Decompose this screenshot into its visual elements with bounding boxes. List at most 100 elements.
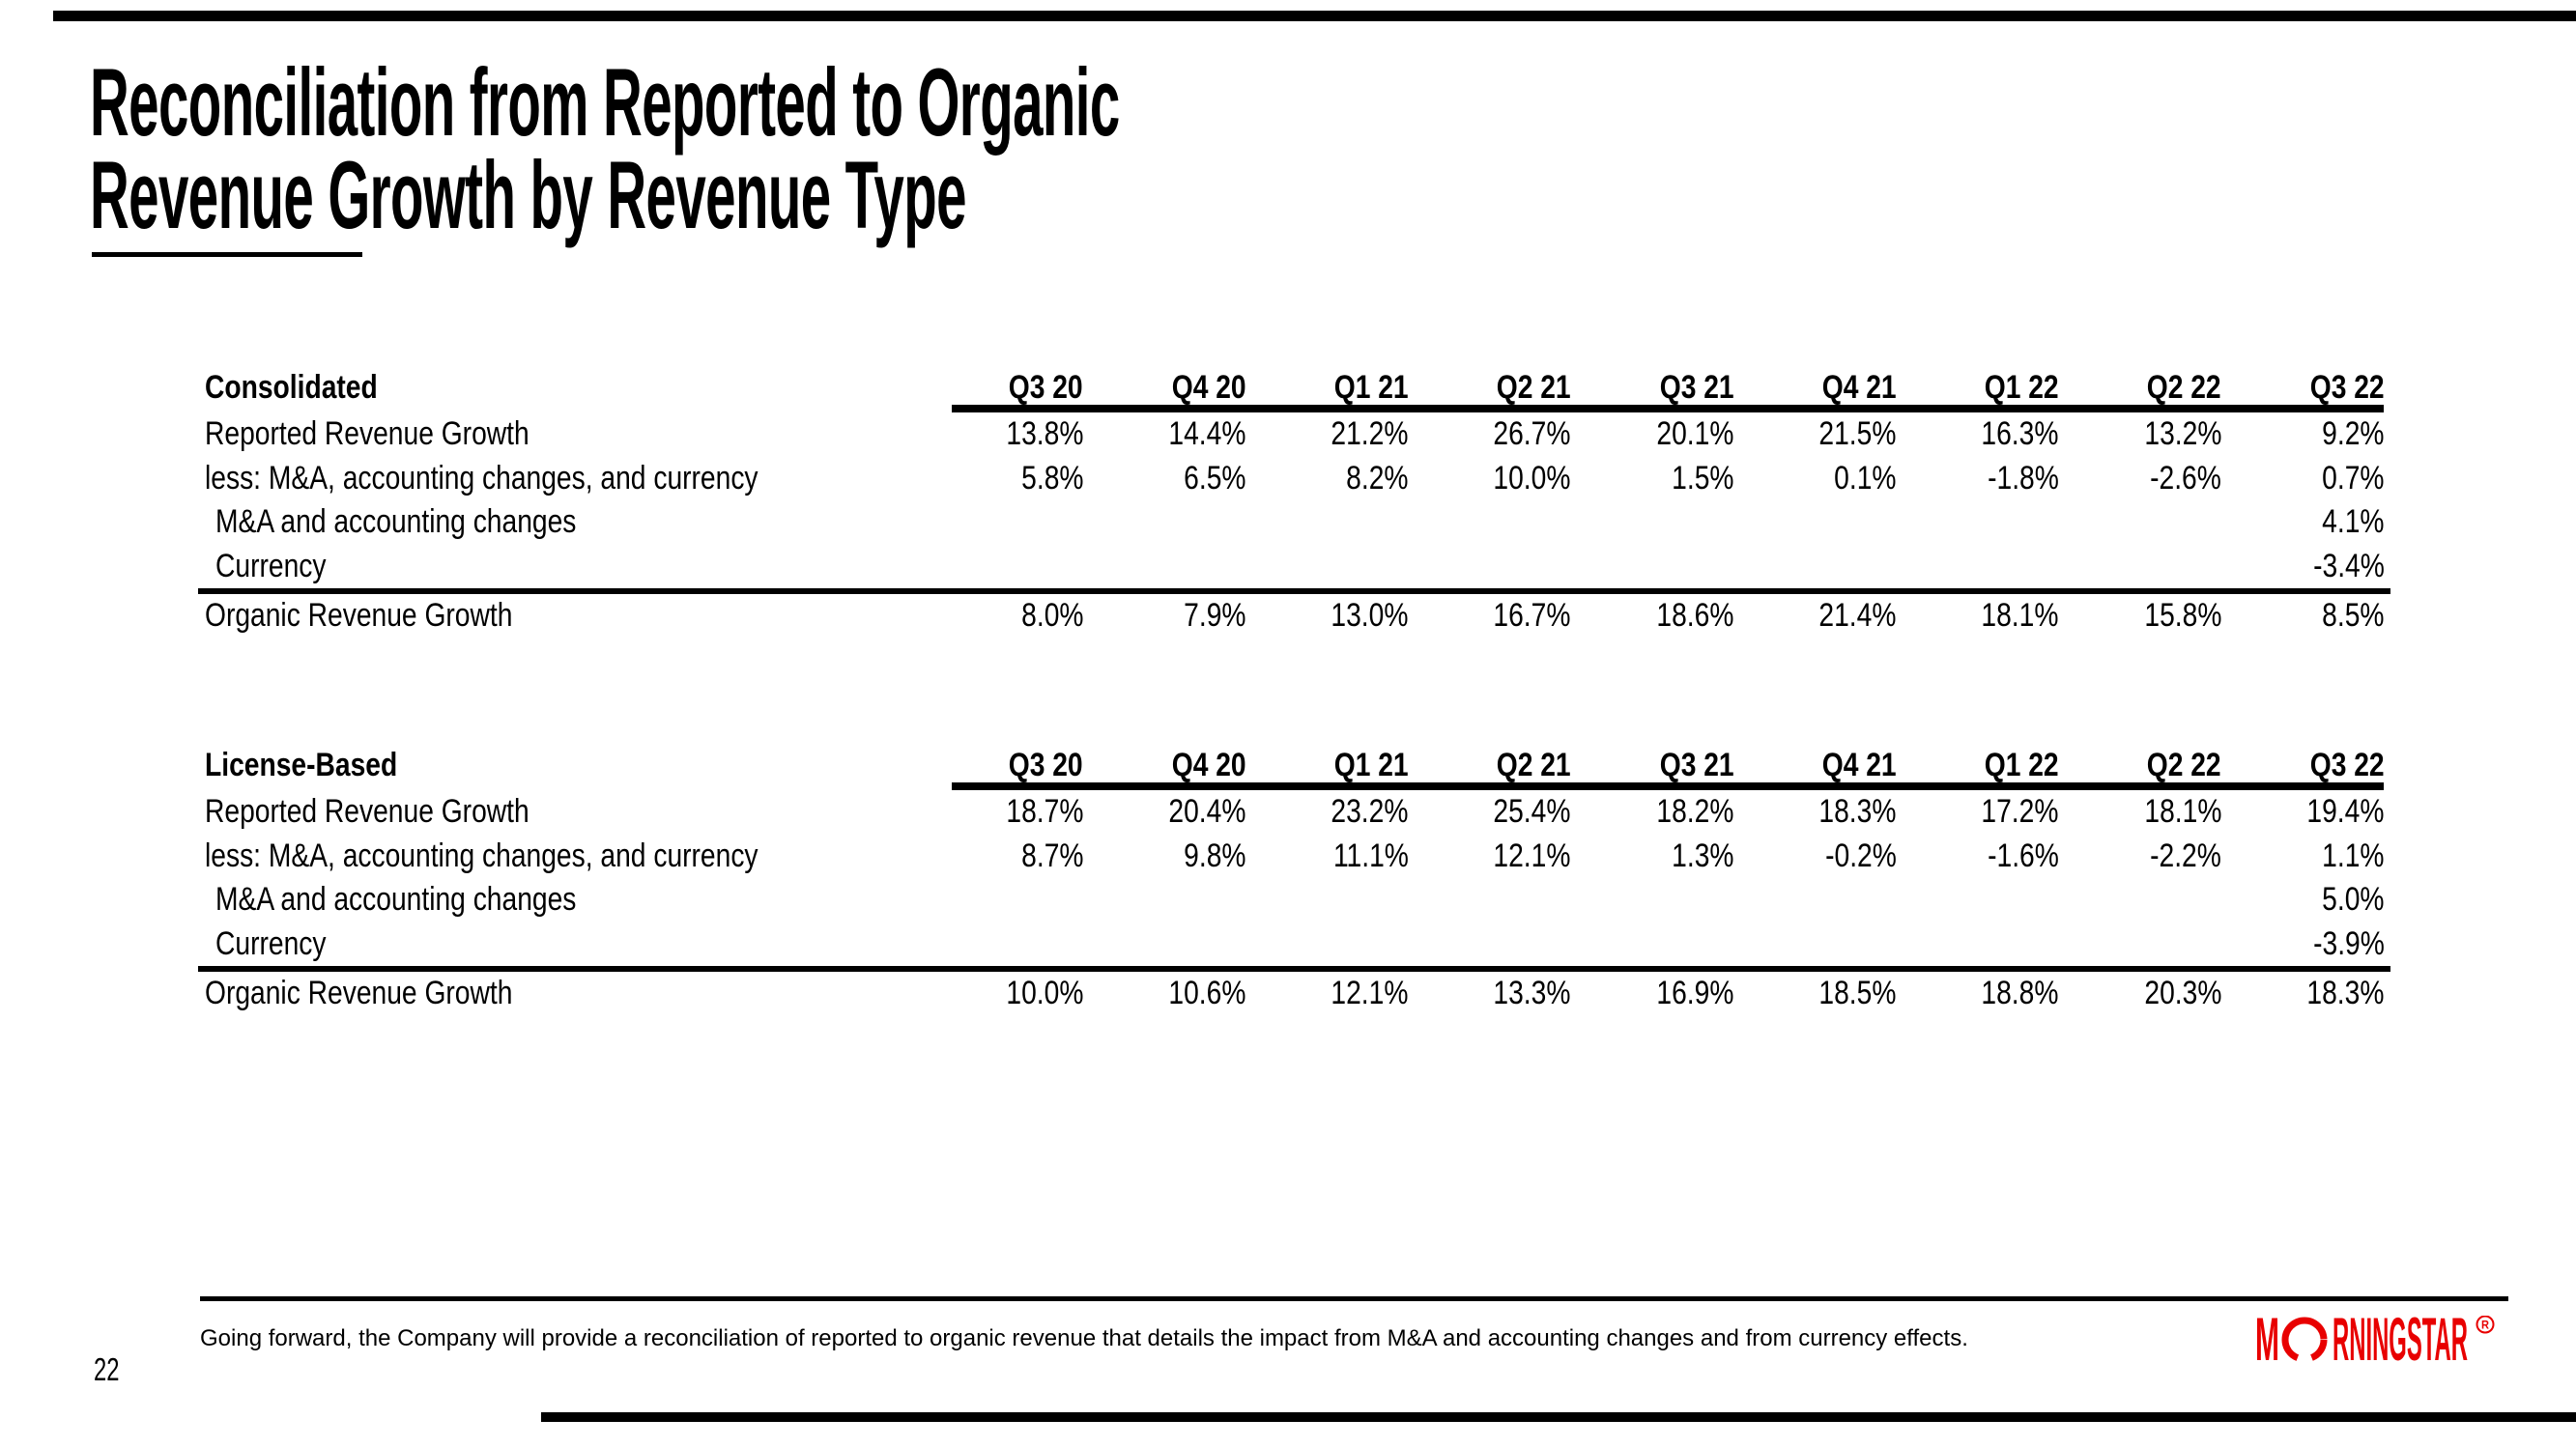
row-value-text: -3.4% [2312,547,2385,584]
row-value-text: 15.8% [2144,597,2222,634]
row-value [1409,923,1571,967]
row-value [1571,923,1733,967]
row-value [952,545,1083,589]
row-value [1571,500,1733,545]
column-header-text: Q3 22 [2309,369,2385,406]
table-row: less: M&A, accounting changes, and curre… [205,457,2384,501]
morningstar-logotype-icon: M RNINGSTAR R [2255,1306,2495,1374]
row-value-text: 18.3% [1818,793,1897,830]
column-header-text: Q4 20 [1171,747,1246,783]
row-value-text: 18.2% [1656,793,1734,830]
row-label: Currency [205,923,952,967]
license-based-table: License-Based Q3 20 Q4 20 Q1 21 Q2 21 Q3 21 Q4… [198,747,2390,1016]
row-value: 0.1% [1733,457,1896,501]
row-label-text: less: M&A, accounting changes, and curre… [205,459,758,497]
row-value: -2.2% [2059,835,2221,879]
section-label: Consolidated [205,370,952,405]
row-value: -2.6% [2059,457,2221,501]
column-header-text: Q3 21 [1659,369,1734,406]
row-value [1896,500,2058,545]
row-value: -1.6% [1896,835,2059,879]
row-value [1083,500,1245,545]
row-value: 8.7% [952,835,1083,879]
page-title: Reconciliation from Reported to Organic … [90,48,1120,248]
row-label: Reported Revenue Growth [205,790,952,835]
total-rule [198,966,2390,972]
row-label: M&A and accounting changes [205,500,952,545]
row-value-text: -1.6% [1988,837,2059,874]
row-value: 17.2% [1896,790,2059,835]
row-value-text: 10.6% [1168,975,1246,1011]
row-value-text: 11.1% [1332,837,1409,874]
column-header: Q3 20 [952,748,1083,782]
row-label-text: Reported Revenue Growth [205,793,530,830]
row-value: 26.7% [1409,412,1571,457]
table-row: Reported Revenue Growth 18.7% 20.4% 23.2% 25… [205,790,2384,835]
row-value [2059,500,2221,545]
row-value-text: -1.8% [1988,459,2059,497]
logo-letter-m: M [2255,1316,2279,1366]
row-label-text: Currency [215,547,327,584]
row-label: less: M&A, accounting changes, and curre… [205,457,952,501]
row-value [1409,878,1571,923]
column-header: Q3 21 [1571,370,1733,405]
footer-rule [200,1296,2508,1301]
row-value [952,500,1083,545]
row-value-text: 13.2% [2144,415,2222,452]
row-value: 1.3% [1571,835,1733,879]
row-value-text: 14.4% [1168,415,1246,452]
column-header: Q4 20 [1083,370,1245,405]
row-value [1245,545,1408,589]
row-value: 1.5% [1571,457,1733,501]
row-label-text: M&A and accounting changes [215,881,577,918]
row-value: 10.0% [952,972,1083,1016]
row-label-text: Organic Revenue Growth [205,597,513,634]
column-header: Q3 22 [2221,748,2384,782]
column-header: Q1 21 [1245,748,1409,782]
row-value: 20.1% [1571,412,1733,457]
column-header: Q1 21 [1245,370,1409,405]
column-header: Q2 21 [1409,748,1571,782]
row-value: 1.1% [2221,835,2384,879]
column-header: Q1 22 [1896,370,2059,405]
row-value-text: 0.1% [1834,459,1897,497]
row-value-text: 21.2% [1331,415,1409,452]
column-header: Q4 21 [1733,747,1897,783]
row-value: 19.4% [2221,790,2384,835]
row-value: 20.3% [2059,972,2221,1016]
header-rule [952,782,2384,790]
row-value-text: 1.5% [1671,459,1734,497]
row-value: 8.2% [1245,457,1408,501]
row-value: 13.0% [1245,594,1409,639]
row-value: -3.9% [2221,923,2385,967]
row-value: 18.1% [1896,594,2059,639]
row-value [1896,878,2058,923]
column-header: Q2 22 [2059,748,2221,782]
row-value: 8.0% [952,594,1083,639]
row-value [952,878,1083,923]
table-row: less: M&A, accounting changes, and curre… [205,835,2384,879]
section-label: License-Based [205,748,952,782]
row-value-text: 12.1% [1493,837,1571,874]
page-title-line2: Revenue Growth by Revenue Type [90,141,966,248]
column-header-text: Q2 21 [1497,369,1571,406]
row-value [1245,878,1408,923]
row-value: -1.8% [1896,457,2059,501]
row-value-text: 18.6% [1656,597,1734,634]
row-value [1733,878,1896,923]
row-value [2059,878,2221,923]
row-value-text: 9.8% [1183,837,1246,874]
row-value-text: 8.2% [1346,459,1409,497]
row-value-text: 21.5% [1818,415,1897,452]
row-value [1409,545,1571,589]
row-value-text: 25.4% [1493,793,1571,830]
row-value: 12.1% [1245,972,1409,1016]
row-value: 16.9% [1571,972,1733,1016]
row-value-text: 18.8% [1981,975,2059,1011]
column-header: Q3 20 [952,370,1083,405]
row-value-text: 16.3% [1981,415,2059,452]
page-title-line1: Reconciliation from Reported to Organic [90,48,1120,156]
column-header-text: Q4 21 [1821,747,1897,783]
row-label-text: Organic Revenue Growth [205,975,513,1011]
row-value-text: 10.0% [1005,975,1083,1011]
